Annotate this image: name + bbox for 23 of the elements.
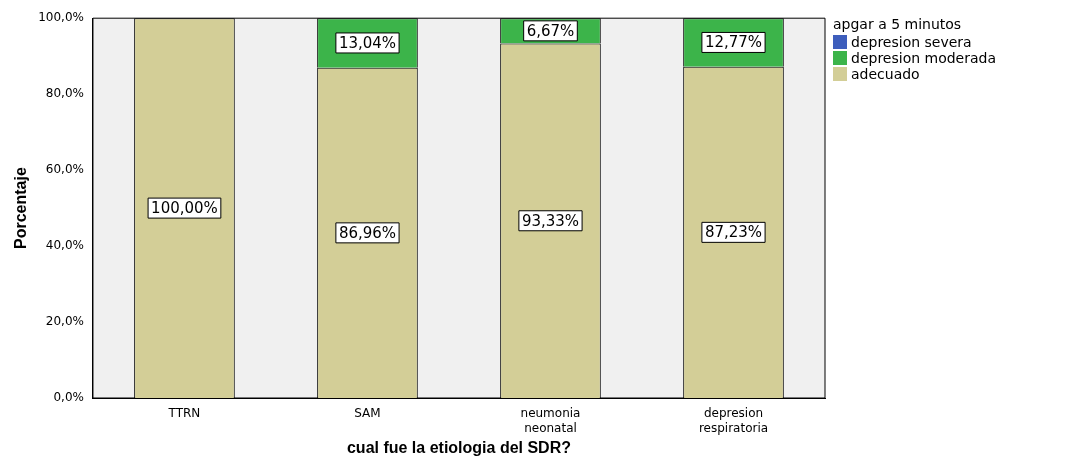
legend-label: depresion severa — [851, 34, 972, 50]
data-label: 6,67% — [526, 21, 575, 40]
y-tick-label: 20,0% — [45, 314, 84, 329]
data-label: 86,96% — [338, 223, 397, 242]
data-label: 13,04% — [338, 33, 397, 52]
legend-title: apgar a 5 minutos — [833, 16, 963, 32]
y-tick-label: 100,0% — [38, 10, 84, 25]
x-axis-title: cual fue la etiologia del SDR? — [346, 438, 571, 456]
y-tick-label: 0,0% — [53, 390, 84, 405]
legend-label: depresion moderada — [851, 50, 997, 66]
x-tick-label: SAM — [354, 406, 381, 421]
data-label: 93,33% — [521, 211, 580, 230]
data-label: 100,00% — [151, 198, 218, 217]
x-tick-label: neumonia neonatal — [520, 406, 581, 435]
data-label: 87,23% — [704, 223, 763, 242]
x-tick-label: depresion respiratoria — [698, 406, 769, 435]
y-axis-title: Porcentaje — [12, 167, 30, 250]
data-label: 12,77% — [704, 33, 763, 52]
legend-label: adecuado — [851, 66, 920, 82]
y-tick-label: 80,0% — [45, 86, 84, 101]
x-tick-label: TTRN — [167, 406, 201, 421]
y-tick-label: 60,0% — [45, 162, 84, 177]
y-tick-label: 40,0% — [45, 238, 84, 253]
